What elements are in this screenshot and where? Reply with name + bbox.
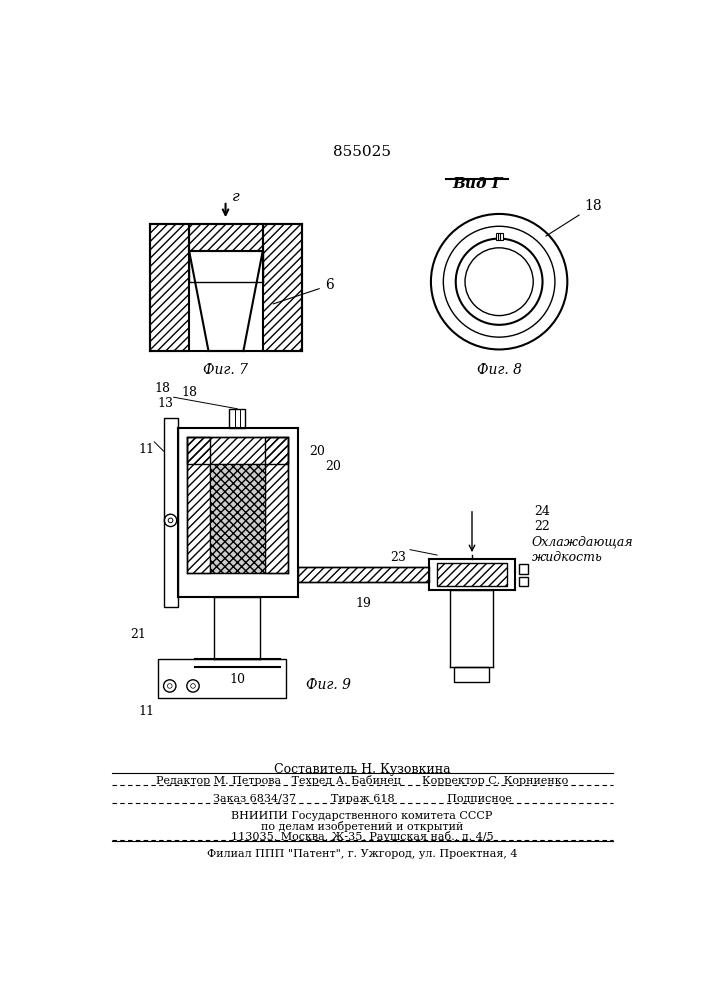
Text: Фиг. 9: Фиг. 9 [306, 678, 351, 692]
Bar [454, 667, 489, 682]
Text: 18: 18 [154, 382, 170, 395]
Text: 11: 11 [139, 705, 154, 718]
Bar [437, 563, 507, 586]
Bar [158, 659, 286, 698]
Text: 20: 20 [309, 445, 325, 458]
Text: 11: 11 [139, 443, 154, 456]
Text: Филиал ППП "Патент", г. Ужгород, ул. Проектная, 4: Филиал ППП "Патент", г. Ужгород, ул. Про… [206, 849, 518, 859]
Bar [265, 437, 288, 573]
Text: Фиг. 7: Фиг. 7 [203, 363, 248, 377]
Text: 21: 21 [131, 628, 146, 641]
Text: 22: 22 [534, 520, 550, 533]
Text: 24: 24 [534, 505, 550, 518]
Text: 13: 13 [158, 397, 174, 410]
Bar [518, 564, 528, 574]
Text: по делам изобретений и открытий: по делам изобретений и открытий [261, 821, 463, 832]
Bar [518, 577, 528, 586]
Text: 19: 19 [356, 597, 371, 610]
Text: г: г [232, 190, 240, 204]
Text: 855025: 855025 [333, 145, 391, 159]
Text: 6: 6 [273, 278, 334, 304]
Text: 113035, Москва, Ж-35, Раушская наб., д. 4/5: 113035, Москва, Ж-35, Раушская наб., д. … [230, 831, 493, 842]
Text: ВНИИПИ Государственного комитета СССР: ВНИИПИ Государственного комитета СССР [231, 811, 493, 821]
Bar [187, 437, 210, 573]
Text: Составитель Н. Кузовкина: Составитель Н. Кузовкина [274, 763, 450, 776]
Text: Заказ 6834/37          Тираж 618               Подписное: Заказ 6834/37 Тираж 618 Подписное [213, 794, 511, 804]
Bar [210, 464, 265, 573]
Text: Фиг. 8: Фиг. 8 [477, 363, 522, 377]
Text: 23: 23 [390, 551, 406, 564]
Text: Редактор М. Петрова   Техред А. Бабинец      Корректор С. Корниенко: Редактор М. Петрова Техред А. Бабинец Ко… [156, 774, 568, 786]
Bar [187, 437, 288, 464]
Text: Охлаждающая
жидкость: Охлаждающая жидкость [532, 536, 633, 564]
Text: 20: 20 [325, 460, 341, 473]
Bar [298, 567, 429, 582]
Bar [163, 418, 177, 607]
Text: 18: 18 [546, 199, 602, 236]
Text: 10: 10 [229, 673, 245, 686]
Text: 18: 18 [182, 386, 197, 399]
Bar [496, 233, 503, 240]
Text: Вид Г: Вид Г [452, 177, 503, 191]
Bar [230, 409, 245, 428]
